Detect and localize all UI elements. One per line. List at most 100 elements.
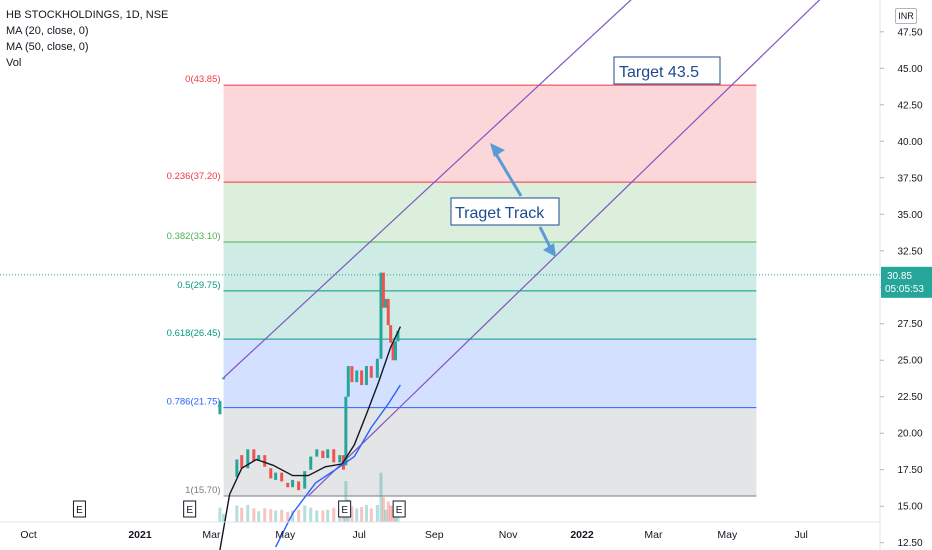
candle [252, 449, 256, 461]
candle [360, 370, 364, 386]
channel-line[interactable] [223, 0, 660, 379]
volume-bar [218, 507, 222, 522]
arrow-down-icon [538, 226, 556, 257]
ma20-legend[interactable]: MA (20, close, 0) [6, 25, 89, 37]
price-badge-countdown: 05:05:53 [885, 284, 924, 295]
earnings-marker-box [183, 500, 197, 518]
volume-bar [360, 507, 364, 522]
volume-bar [286, 511, 290, 522]
candle [218, 401, 222, 415]
y-tick-label: 20.00 [897, 429, 922, 440]
candle [303, 471, 307, 489]
volume-bar [246, 504, 250, 522]
volume-bar [263, 508, 267, 522]
earnings-marker-label: E [396, 505, 403, 516]
earnings-marker-box [392, 500, 406, 518]
y-tick-label: 45.00 [897, 64, 922, 75]
y-tick-label: 35.00 [897, 210, 922, 221]
fibonacci-retracement[interactable]: 0(43.85) 0.236(37.20) 0.382(33.10) 0.5(29.7… [167, 74, 757, 497]
price-candles [218, 272, 400, 491]
target-annotation[interactable]: Target 43.5 [613, 56, 721, 85]
fib-level-label: 0.382(33.10) [167, 231, 221, 242]
x-tick-label: Mar [202, 529, 221, 541]
volume-legend[interactable]: Vol [6, 57, 22, 69]
symbol-title[interactable]: HB STOCKHOLDINGS, 1D, NSE [6, 9, 169, 21]
volume-bar [291, 510, 295, 522]
fib-zone [223, 407, 757, 496]
x-tick-label: Sep [425, 529, 444, 541]
volume-bar [269, 509, 273, 522]
volume-bar [350, 506, 354, 522]
volume-bar [240, 507, 244, 522]
volume-bar [386, 501, 390, 522]
ma50-legend[interactable]: MA (50, close, 0) [6, 41, 89, 53]
trend-channel[interactable] [223, 0, 837, 497]
candle [274, 472, 278, 480]
earnings-marker-label: E [76, 505, 83, 516]
fib-level-label: 0.786(21.75) [167, 397, 221, 408]
volume-bar [297, 509, 301, 522]
channel-line[interactable] [307, 0, 836, 497]
candle [235, 459, 239, 478]
target-annotation-label: Target 43.5 [619, 64, 699, 81]
track-annotation[interactable]: Traget Track [450, 197, 560, 226]
volume-bar [375, 504, 379, 522]
candle [394, 341, 398, 361]
currency-badge[interactable]: INR [895, 8, 917, 24]
candle [381, 272, 385, 308]
candle [346, 366, 350, 397]
earnings-marker[interactable]: E [338, 500, 352, 518]
y-tick-label: 12.50 [897, 538, 922, 549]
x-tick-label: Jul [794, 529, 807, 541]
volume-bar [222, 514, 226, 522]
earnings-marker[interactable]: E [392, 500, 406, 518]
candle [297, 481, 301, 491]
y-tick-label: 25.00 [897, 356, 922, 367]
volume-bar [389, 505, 393, 522]
ma20-line [219, 326, 402, 550]
volume-bar [235, 505, 239, 522]
earnings-marker[interactable]: E [72, 500, 86, 518]
volume-bar [274, 510, 278, 522]
candle [338, 455, 342, 463]
candle [269, 468, 273, 479]
fib-level-label: 1(15.70) [185, 485, 220, 496]
fib-level-label: 0.618(26.45) [167, 328, 221, 339]
x-tick-label: Oct [20, 529, 36, 541]
candle [389, 325, 393, 343]
y-tick-label: 47.50 [897, 27, 922, 38]
volume-bar [252, 508, 256, 522]
volume-bar [257, 511, 261, 522]
candle [291, 479, 295, 488]
y-tick-label: 32.50 [897, 246, 922, 257]
y-tick-label: 40.00 [897, 137, 922, 148]
fib-level-label: 0(43.85) [185, 74, 220, 85]
candle [384, 298, 388, 308]
candle [379, 272, 383, 359]
volume-bar [315, 510, 319, 522]
candle [344, 396, 348, 466]
x-tick-label: Jul [352, 529, 365, 541]
volume-bar [309, 507, 313, 522]
x-tick-label: 2021 [128, 529, 152, 541]
candle [350, 366, 354, 383]
earnings-markers[interactable]: EEEEE [0, 500, 406, 518]
candle [364, 366, 368, 386]
candle [326, 449, 330, 459]
arrow-up-icon [490, 143, 523, 197]
earnings-marker-label: E [341, 505, 348, 516]
candle [286, 482, 290, 488]
candle [332, 449, 336, 463]
volume-bar [379, 472, 383, 522]
y-tick-label: 27.50 [897, 319, 922, 330]
x-tick-label: Mar [644, 529, 663, 541]
earnings-marker[interactable]: E [183, 500, 197, 518]
x-axis-ticks: Oct 2021 Mar May Jul Sep Nov 2022 Mar May Jul [20, 529, 807, 541]
volume-bar [326, 509, 330, 522]
candle [263, 455, 267, 467]
earnings-marker-label: E [186, 505, 193, 516]
annotations[interactable]: Target 43.5 Traget Track [450, 56, 721, 257]
candle [280, 472, 284, 482]
candle [246, 449, 250, 469]
